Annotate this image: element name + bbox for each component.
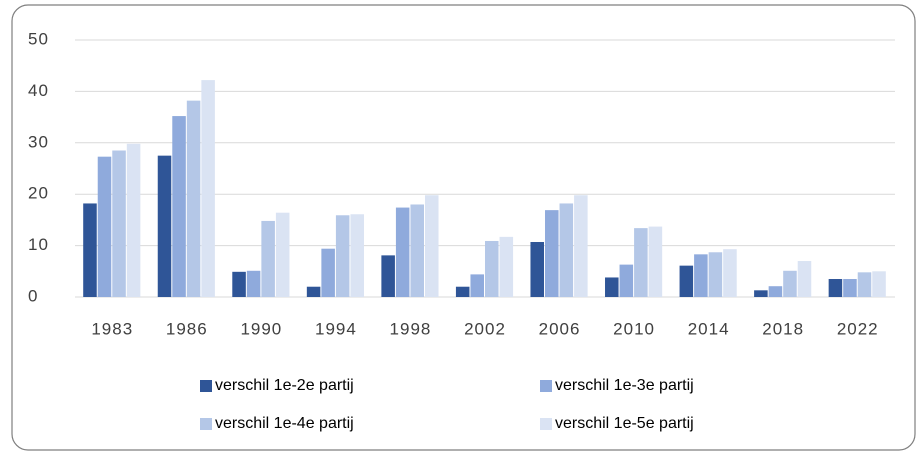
bar	[424, 195, 439, 297]
bar	[395, 207, 410, 297]
bar	[828, 279, 843, 297]
y-tick-label: 40	[28, 81, 49, 100]
bar	[694, 254, 708, 297]
x-tick-label: 1986	[166, 319, 208, 338]
x-tick-label: 1990	[240, 319, 282, 338]
bar	[350, 214, 364, 297]
bar	[619, 264, 634, 297]
bar	[574, 195, 588, 297]
bar	[783, 270, 797, 297]
legend-label: verschil 1e-3e partij	[555, 377, 694, 394]
bar	[559, 203, 574, 297]
bar	[455, 286, 470, 297]
legend-swatch	[200, 380, 212, 392]
legend-swatch	[540, 418, 552, 430]
bar	[723, 249, 737, 297]
x-tick-label: 1998	[390, 319, 432, 338]
bar	[754, 290, 768, 297]
bar	[605, 277, 619, 297]
x-tick-label: 1994	[315, 319, 357, 338]
bar	[381, 255, 395, 297]
y-tick-label: 50	[28, 29, 49, 48]
bar	[872, 271, 886, 297]
x-tick-label: 2010	[613, 319, 655, 338]
bar	[843, 279, 857, 297]
bar	[321, 248, 335, 297]
x-tick-label: 1983	[91, 319, 133, 338]
bar	[857, 272, 872, 297]
legend-label: verschil 1e-5e partij	[555, 415, 694, 432]
bar	[275, 212, 290, 297]
y-tick-label: 0	[28, 286, 38, 305]
legend-label: verschil 1e-2e partij	[215, 377, 354, 394]
bar	[246, 270, 261, 297]
y-tick-label: 30	[28, 132, 49, 151]
bar	[232, 271, 246, 297]
bar	[97, 156, 112, 297]
bar	[261, 220, 275, 297]
legend-swatch	[540, 380, 552, 392]
bar	[679, 265, 694, 297]
bar	[126, 143, 141, 297]
bar	[157, 155, 172, 297]
chart-frame	[11, 4, 916, 451]
bar	[410, 204, 424, 297]
bar	[335, 215, 350, 297]
bar	[530, 242, 545, 297]
bar	[470, 274, 484, 297]
x-tick-label: 2022	[837, 319, 879, 338]
bar	[499, 236, 514, 297]
bar	[768, 286, 783, 297]
bar	[648, 226, 663, 297]
legend-label: verschil 1e-4e partij	[215, 415, 354, 432]
x-tick-label: 2014	[688, 319, 730, 338]
x-tick-label: 2002	[464, 319, 506, 338]
bar	[306, 286, 321, 297]
bar	[797, 261, 812, 297]
bar	[485, 240, 499, 297]
bar	[172, 116, 186, 298]
bar	[634, 228, 648, 297]
legend-swatch	[200, 418, 212, 430]
x-tick-label: 2006	[539, 319, 581, 338]
bar	[112, 150, 126, 297]
y-tick-label: 20	[28, 184, 49, 203]
bar	[708, 252, 723, 297]
bar	[83, 203, 97, 297]
bar	[186, 100, 201, 297]
bar	[201, 80, 215, 297]
y-tick-label: 10	[28, 235, 49, 254]
x-tick-label: 2018	[762, 319, 804, 338]
bar	[545, 210, 559, 297]
